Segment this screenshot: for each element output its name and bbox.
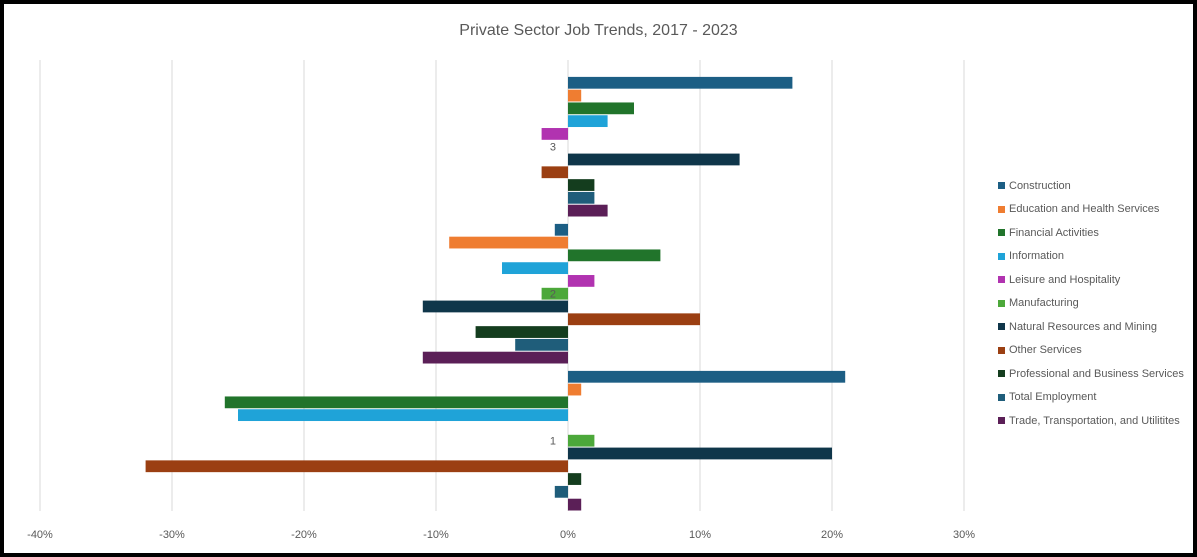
legend-item: Total Employment (998, 386, 1184, 410)
legend-swatch (998, 417, 1005, 425)
legend-item: Manufacturing (998, 292, 1184, 316)
legend-item: Professional and Business Services (998, 362, 1184, 386)
bar (422, 300, 568, 313)
bar (568, 383, 582, 396)
bar (568, 102, 634, 115)
legend-item: Education and Health Services (998, 198, 1184, 222)
legend-item: Leisure and Hospitality (998, 268, 1184, 292)
bar (145, 460, 568, 473)
bar (554, 485, 568, 498)
bar (541, 128, 568, 140)
bar (568, 191, 595, 204)
legend-swatch (998, 370, 1005, 378)
legend-swatch (998, 276, 1005, 284)
x-tick-label: 10% (689, 529, 711, 541)
legend-label: Leisure and Hospitality (1009, 273, 1121, 286)
bar (568, 275, 595, 287)
chart-title: Private Sector Job Trends, 2017 - 2023 (459, 22, 738, 39)
bar (568, 89, 582, 102)
legend-label: Information (1009, 250, 1065, 263)
bar (568, 313, 700, 326)
legend-swatch (998, 205, 1005, 213)
legend-swatch (998, 229, 1005, 237)
legend-item: Construction (998, 174, 1184, 198)
bar (449, 236, 568, 249)
x-tick-label: 30% (953, 529, 975, 541)
legend-label: Other Services (1009, 344, 1082, 357)
legend-swatch (998, 299, 1005, 307)
bar (554, 223, 568, 236)
bar (541, 166, 568, 179)
bar (568, 76, 793, 89)
legend-label: Education and Health Services (1009, 203, 1160, 216)
bar (568, 498, 582, 511)
x-tick-label: -10% (423, 529, 449, 541)
legend-item: Trade, Transportation, and Utilitites (998, 409, 1184, 433)
x-tick-label: 20% (821, 529, 843, 541)
legend-label: Total Employment (1009, 391, 1097, 404)
legend-item: Other Services (998, 339, 1184, 363)
legend-swatch (998, 323, 1005, 331)
bar (568, 249, 661, 262)
legend-label: Professional and Business Services (1009, 367, 1184, 380)
bar (568, 447, 832, 460)
chart-frame: Private Sector Job Trends, 2017 - 2023 -… (4, 4, 1193, 553)
legend-swatch (998, 346, 1005, 354)
legend: Construction Education and Health Service… (998, 174, 1184, 433)
bar (422, 351, 568, 364)
x-tick-label: -30% (159, 529, 185, 541)
bar (568, 204, 608, 217)
bar (568, 370, 846, 383)
legend-swatch (998, 393, 1005, 401)
bar (238, 409, 568, 422)
bar (568, 179, 595, 191)
y-category-label: 1 (550, 436, 556, 448)
y-category-label: 3 (550, 142, 556, 154)
bar (224, 396, 569, 409)
bar (568, 115, 608, 128)
plot-area: -40% -30% -20% -10% 0% 10% 20% 30% 1 2 3 (27, 60, 975, 541)
bar (541, 287, 568, 300)
bar (568, 473, 582, 485)
bar (568, 153, 740, 166)
bar (475, 326, 568, 338)
y-category-label: 2 (550, 289, 556, 301)
bar (502, 262, 568, 275)
x-tick-label: -40% (27, 529, 53, 541)
legend-label: Financial Activities (1009, 226, 1099, 239)
legend-label: Natural Resources and Mining (1009, 320, 1157, 333)
bar (515, 338, 568, 351)
legend-item: Natural Resources and Mining (998, 315, 1184, 339)
legend-label: Construction (1009, 179, 1071, 192)
legend-label: Trade, Transportation, and Utilitites (1009, 414, 1180, 427)
legend-swatch (998, 252, 1005, 260)
legend-label: Manufacturing (1009, 297, 1079, 310)
x-tick-label: -20% (291, 529, 317, 541)
x-tick-label: 0% (560, 529, 576, 541)
legend-item: Financial Activities (998, 221, 1184, 245)
bar (568, 434, 595, 447)
legend-item: Information (998, 245, 1184, 269)
legend-swatch (998, 182, 1005, 190)
